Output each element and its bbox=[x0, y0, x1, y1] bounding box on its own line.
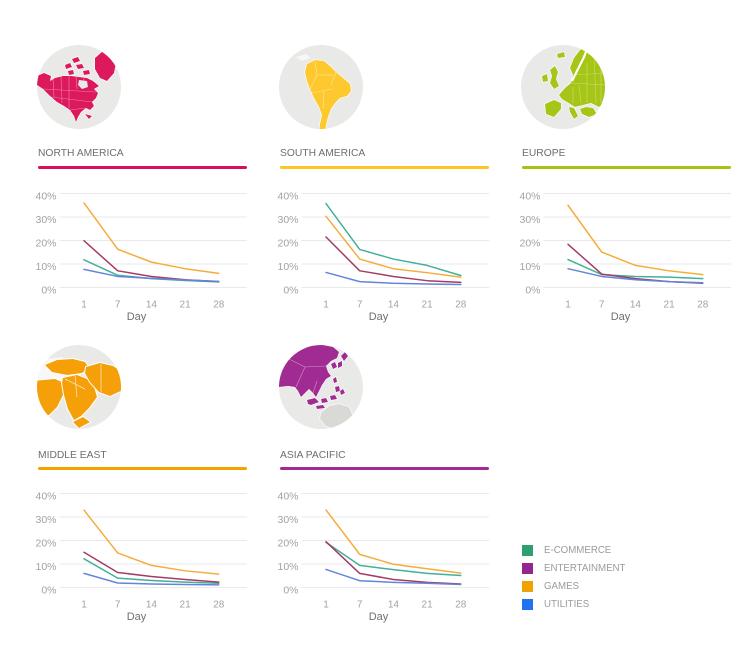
svg-text:21: 21 bbox=[180, 300, 192, 311]
svg-text:14: 14 bbox=[146, 300, 158, 311]
svg-text:28: 28 bbox=[213, 300, 225, 311]
svg-text:0%: 0% bbox=[283, 285, 298, 297]
svg-text:20%: 20% bbox=[35, 238, 56, 250]
svg-text:1: 1 bbox=[323, 600, 329, 611]
svg-text:7: 7 bbox=[599, 300, 605, 311]
svg-text:28: 28 bbox=[213, 600, 225, 611]
svg-text:1: 1 bbox=[565, 300, 571, 311]
svg-text:21: 21 bbox=[422, 600, 434, 611]
svg-text:30%: 30% bbox=[277, 214, 298, 226]
svg-text:Day: Day bbox=[127, 611, 147, 623]
svg-text:1: 1 bbox=[81, 600, 87, 611]
svg-text:Day: Day bbox=[127, 311, 147, 323]
svg-text:1: 1 bbox=[323, 300, 329, 311]
svg-text:7: 7 bbox=[115, 300, 121, 311]
svg-text:7: 7 bbox=[357, 300, 363, 311]
svg-text:40%: 40% bbox=[277, 491, 298, 503]
svg-text:10%: 10% bbox=[35, 561, 56, 573]
svg-text:20%: 20% bbox=[35, 538, 56, 550]
svg-text:28: 28 bbox=[455, 600, 467, 611]
svg-text:0%: 0% bbox=[41, 285, 56, 297]
svg-text:Day: Day bbox=[369, 311, 389, 323]
svg-text:30%: 30% bbox=[519, 214, 540, 226]
svg-text:28: 28 bbox=[697, 300, 709, 311]
svg-text:7: 7 bbox=[115, 600, 121, 611]
svg-text:14: 14 bbox=[388, 600, 400, 611]
svg-text:20%: 20% bbox=[277, 238, 298, 250]
svg-text:30%: 30% bbox=[35, 514, 56, 526]
svg-text:30%: 30% bbox=[35, 214, 56, 226]
svg-text:40%: 40% bbox=[35, 491, 56, 503]
svg-text:21: 21 bbox=[422, 300, 434, 311]
svg-text:Day: Day bbox=[611, 311, 631, 323]
svg-text:10%: 10% bbox=[277, 261, 298, 273]
svg-text:0%: 0% bbox=[525, 285, 540, 297]
svg-text:0%: 0% bbox=[41, 585, 56, 597]
svg-text:14: 14 bbox=[630, 300, 642, 311]
svg-text:21: 21 bbox=[664, 300, 676, 311]
svg-text:14: 14 bbox=[388, 300, 400, 311]
svg-text:1: 1 bbox=[81, 300, 87, 311]
svg-text:10%: 10% bbox=[35, 261, 56, 273]
svg-text:20%: 20% bbox=[519, 238, 540, 250]
svg-text:10%: 10% bbox=[277, 561, 298, 573]
svg-text:21: 21 bbox=[180, 600, 192, 611]
svg-text:40%: 40% bbox=[35, 191, 56, 203]
svg-text:7: 7 bbox=[357, 600, 363, 611]
svg-text:10%: 10% bbox=[519, 261, 540, 273]
svg-text:Day: Day bbox=[369, 611, 389, 623]
svg-text:40%: 40% bbox=[519, 191, 540, 203]
svg-text:28: 28 bbox=[455, 300, 467, 311]
svg-text:0%: 0% bbox=[283, 585, 298, 597]
svg-text:30%: 30% bbox=[277, 514, 298, 526]
svg-text:20%: 20% bbox=[277, 538, 298, 550]
svg-text:40%: 40% bbox=[277, 191, 298, 203]
svg-text:14: 14 bbox=[146, 600, 158, 611]
